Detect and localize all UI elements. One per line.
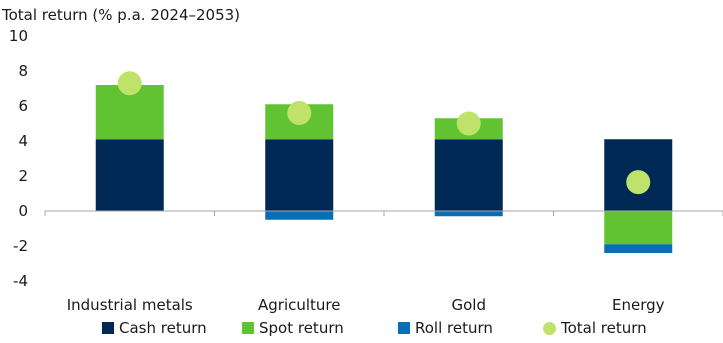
bar-roll-return xyxy=(434,211,503,217)
bar-cash-return xyxy=(265,139,334,211)
y-tick-label: 4 xyxy=(18,132,28,150)
legend-label-total: Total return xyxy=(561,319,647,337)
y-tick-label: 0 xyxy=(18,202,28,220)
bar-roll-return xyxy=(604,244,673,253)
legend-item-total: Total return xyxy=(543,319,647,337)
legend-swatch-cash xyxy=(102,322,114,334)
x-category-label: Gold xyxy=(452,296,487,314)
y-tick-label: -2 xyxy=(13,237,28,255)
x-category-label: Industrial metals xyxy=(67,296,193,314)
legend-swatch-spot xyxy=(242,322,254,334)
legend-swatch-roll xyxy=(398,322,410,334)
legend-item-spot: Spot return xyxy=(242,319,344,337)
legend: Cash return Spot return Roll return Tota… xyxy=(0,319,723,341)
bar-spot-return xyxy=(604,211,673,245)
legend-item-cash: Cash return xyxy=(102,319,207,337)
y-tick-label: 2 xyxy=(18,167,28,185)
y-tick-label: 8 xyxy=(18,62,28,80)
y-tick-label: -4 xyxy=(13,272,28,290)
legend-label-cash: Cash return xyxy=(119,319,207,337)
legend-item-roll: Roll return xyxy=(398,319,493,337)
total-return-dot xyxy=(287,101,312,125)
x-category-label: Energy xyxy=(612,296,665,314)
legend-label-roll: Roll return xyxy=(415,319,493,337)
x-category-label: Agriculture xyxy=(258,296,341,314)
total-return-dot xyxy=(456,111,481,136)
bar-cash-return xyxy=(95,139,164,211)
legend-label-spot: Spot return xyxy=(259,319,344,337)
legend-swatch-total xyxy=(543,321,556,335)
y-tick-label: 10 xyxy=(9,27,28,45)
y-tick-label: 6 xyxy=(18,97,28,115)
total-return-dot xyxy=(117,71,142,96)
chart-title: Total return (% p.a. 2024–2053) xyxy=(1,6,240,24)
bar-cash-return xyxy=(434,139,503,211)
bar-roll-return xyxy=(265,211,334,220)
total-return-dot xyxy=(626,170,651,195)
